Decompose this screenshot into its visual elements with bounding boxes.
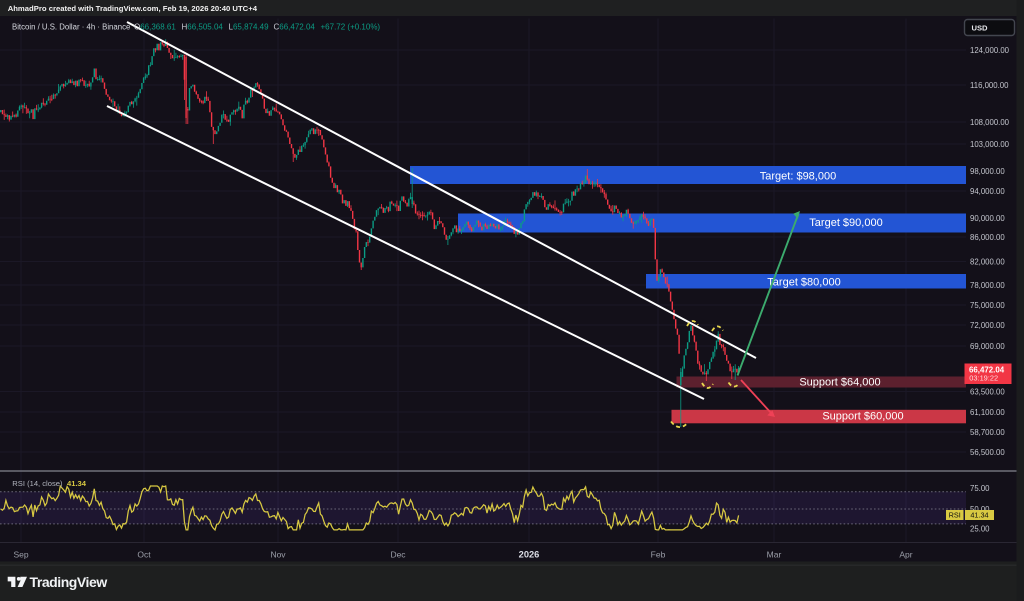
- svg-text:TradingView: TradingView: [30, 574, 108, 590]
- svg-text:Dec: Dec: [390, 550, 406, 560]
- svg-text:USD: USD: [972, 23, 989, 32]
- svg-text:75,000.00: 75,000.00: [970, 301, 1005, 310]
- svg-text:124,000.00: 124,000.00: [970, 46, 1010, 55]
- svg-text:Support $60,000: Support $60,000: [822, 411, 903, 423]
- svg-text:03:19:22: 03:19:22: [969, 374, 998, 383]
- svg-text:75.00: 75.00: [970, 484, 990, 493]
- svg-text:56,500.00: 56,500.00: [970, 448, 1005, 457]
- svg-text:58,700.00: 58,700.00: [970, 428, 1005, 437]
- svg-text:98,000.00: 98,000.00: [970, 167, 1005, 176]
- svg-text:94,000.00: 94,000.00: [970, 187, 1005, 196]
- svg-text:69,000.00: 69,000.00: [970, 342, 1005, 351]
- svg-text:RSI (14, close): RSI (14, close): [12, 479, 63, 488]
- svg-text:103,000.00: 103,000.00: [970, 140, 1010, 149]
- svg-text:Feb: Feb: [651, 550, 666, 560]
- svg-text:41.34: 41.34: [67, 479, 87, 488]
- svg-text:Oct: Oct: [137, 550, 151, 560]
- svg-text:66,472.04: 66,472.04: [969, 366, 1005, 375]
- svg-text:25.00: 25.00: [970, 525, 990, 534]
- svg-text:72,000.00: 72,000.00: [970, 321, 1005, 330]
- svg-text:82,000.00: 82,000.00: [970, 257, 1005, 266]
- svg-text:86,000.00: 86,000.00: [970, 233, 1005, 242]
- svg-text:41.34: 41.34: [970, 511, 988, 520]
- svg-text:Support $64,000: Support $64,000: [799, 377, 880, 389]
- svg-text:Sep: Sep: [13, 550, 28, 560]
- svg-text:61,100.00: 61,100.00: [970, 408, 1005, 417]
- svg-text:116,000.00: 116,000.00: [970, 81, 1009, 90]
- svg-text:108,000.00: 108,000.00: [970, 118, 1010, 127]
- svg-text:Bitcoin / U.S. Dollar · 4h · B: Bitcoin / U.S. Dollar · 4h · Binance: [12, 23, 130, 32]
- svg-text:50.00: 50.00: [970, 505, 990, 514]
- svg-text:Mar: Mar: [767, 550, 782, 560]
- svg-text:AhmadPro created with TradingV: AhmadPro created with TradingView.com, F…: [8, 4, 258, 13]
- svg-text:Target: $98,000: Target: $98,000: [760, 171, 836, 183]
- svg-text:63,500.00: 63,500.00: [970, 387, 1005, 396]
- svg-text:Target $80,000: Target $80,000: [767, 277, 840, 289]
- svg-text:2026: 2026: [519, 550, 540, 560]
- svg-text:90,000.00: 90,000.00: [970, 214, 1005, 223]
- svg-text:RSI: RSI: [949, 511, 961, 520]
- svg-text:78,000.00: 78,000.00: [970, 281, 1005, 290]
- svg-text:Nov: Nov: [270, 550, 286, 560]
- svg-text:Target $90,000: Target $90,000: [809, 217, 882, 229]
- svg-text:Apr: Apr: [899, 550, 912, 560]
